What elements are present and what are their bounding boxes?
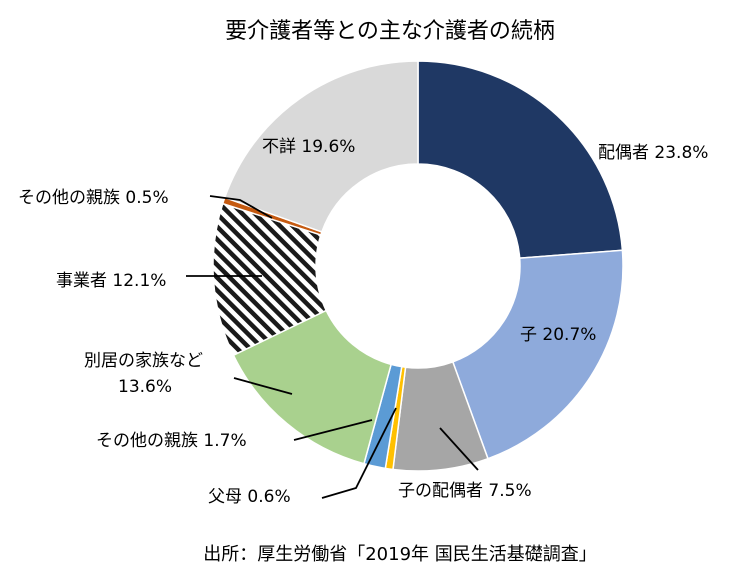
chart-title: 要介護者等との主な介護者の続柄 <box>225 19 555 44</box>
leader-line-other-relatives-b <box>209 195 273 219</box>
label-separate-family-value: 13.6% <box>118 377 172 397</box>
slice-spouse <box>417 60 624 259</box>
label-child: 子 20.7% <box>520 325 596 345</box>
slices-group <box>212 60 624 472</box>
label-other-relatives-a: その他の親族 1.7% <box>96 431 247 451</box>
slice-unknown <box>223 60 419 233</box>
leader-line-other-relatives-a <box>293 419 373 441</box>
labels-group: 配偶者 23.8% 子 20.7% 子の配偶者 7.5% 父母 0.6% その他の親族 … <box>18 137 708 507</box>
leader-line-parents <box>321 407 397 499</box>
source-note: 出所：厚生労働省「2019年 国民生活基礎調査」 <box>203 544 597 565</box>
label-child-spouse: 子の配偶者 7.5% <box>398 481 532 501</box>
label-other-relatives-b: その他の親族 0.5% <box>18 188 169 208</box>
label-spouse: 配偶者 23.8% <box>598 143 708 163</box>
slice-child <box>451 249 624 460</box>
label-separate-family: 別居の家族など <box>84 351 203 371</box>
label-business-operator: 事業者 12.1% <box>56 271 166 291</box>
leader-line-child-spouse <box>439 427 479 471</box>
leader-lines-group <box>186 195 479 499</box>
leader-line-separate-family <box>233 377 293 395</box>
label-parents: 父母 0.6% <box>208 487 291 507</box>
label-unknown: 不詳 19.6% <box>262 137 355 157</box>
